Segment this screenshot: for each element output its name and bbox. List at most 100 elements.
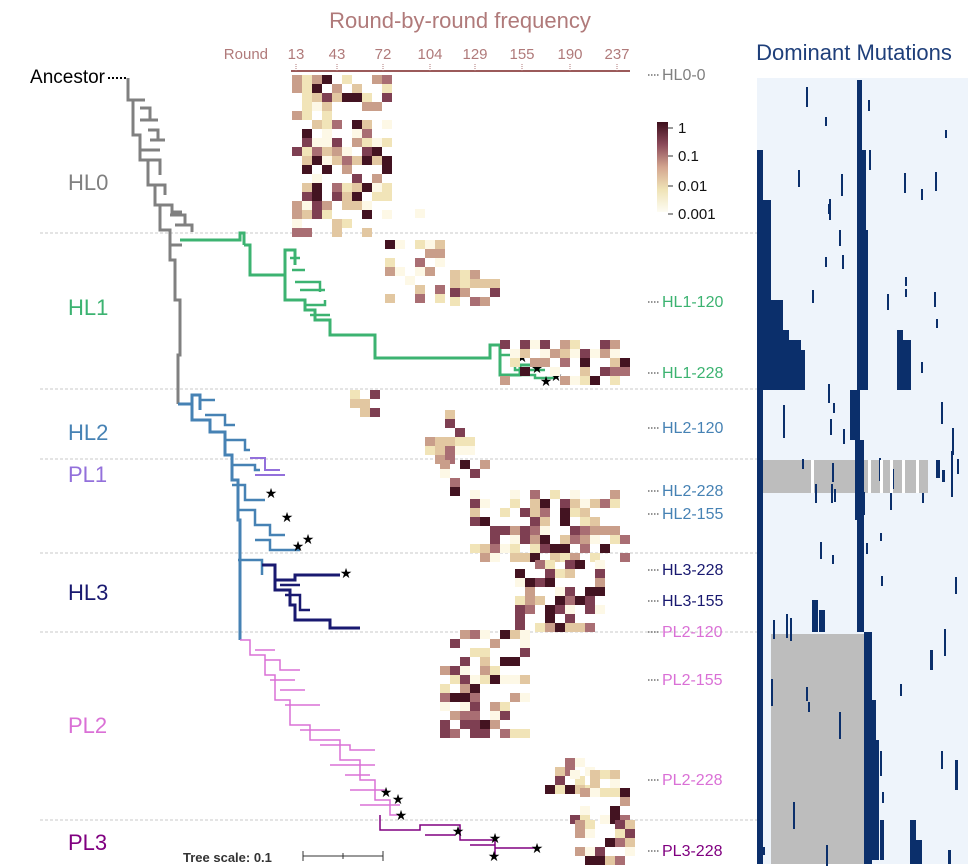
heatmap-cell xyxy=(450,297,460,306)
heatmap-cell xyxy=(575,623,585,632)
heatmap-cell xyxy=(312,93,322,102)
heatmap-cell xyxy=(520,535,530,544)
tree-branch xyxy=(250,457,285,476)
heatmap-cell xyxy=(312,138,322,147)
heatmap-cell xyxy=(385,258,395,267)
heatmap-cell xyxy=(530,490,540,499)
heatmap-cell xyxy=(580,376,590,385)
heatmap-cell xyxy=(322,210,332,219)
heatmap-cell xyxy=(620,358,630,367)
heatmap-cell xyxy=(555,623,565,632)
frequency-heatmap xyxy=(292,75,635,865)
mutation-bar xyxy=(948,850,951,864)
heatmap-cell xyxy=(292,219,302,228)
mutation-tick xyxy=(773,620,775,639)
heatmap-cell xyxy=(535,578,545,587)
heatmap-cell xyxy=(590,788,600,797)
star-marker: ★ xyxy=(292,538,305,554)
mutation-gray-block xyxy=(771,634,864,864)
heatmap-cell xyxy=(600,499,610,508)
heatmap-cell xyxy=(610,349,620,358)
mutation-gap xyxy=(811,460,814,493)
heatmap-cell xyxy=(515,578,525,587)
mutation-tick xyxy=(786,371,788,384)
heatmap-cell xyxy=(610,490,620,499)
heatmap-cell xyxy=(500,729,510,738)
heatmap-cell xyxy=(372,75,382,84)
heatmap-cell xyxy=(510,349,520,358)
heatmap-cell xyxy=(540,526,550,535)
heatmap-cell xyxy=(510,553,520,562)
mutation-bar xyxy=(819,610,825,632)
sample-label: HL1-120 xyxy=(662,294,723,311)
heatmap-cell xyxy=(302,228,312,237)
heatmap-cell xyxy=(570,340,580,349)
heatmap-cell xyxy=(525,587,535,596)
mutation-gap xyxy=(868,460,871,493)
heatmap-cell xyxy=(425,240,435,249)
mutation-tick xyxy=(904,173,906,193)
heatmap-cell xyxy=(352,129,362,138)
heatmap-cell xyxy=(362,129,372,138)
sample-label: HL2-228 xyxy=(662,483,723,500)
heatmap-cell xyxy=(570,508,580,517)
mutation-tick xyxy=(905,289,907,297)
mutation-tick xyxy=(865,707,867,716)
heatmap-cell xyxy=(610,806,620,815)
heatmap-cell xyxy=(615,838,625,847)
tree-branch xyxy=(280,583,310,612)
heatmap-cell xyxy=(575,776,585,785)
heatmap-cell xyxy=(595,856,605,865)
star-marker: ★ xyxy=(452,823,465,839)
heatmap-cell xyxy=(435,437,445,446)
heatmap-cell xyxy=(440,729,450,738)
round-tick-label: 190 xyxy=(557,46,582,63)
heatmap-cell xyxy=(540,544,550,553)
heatmap-cell xyxy=(520,340,530,349)
mutation-tick xyxy=(869,150,871,170)
heatmap-cell xyxy=(610,499,620,508)
heatmap-cell xyxy=(480,630,490,639)
heatmap-cell xyxy=(470,684,480,693)
heatmap-cell xyxy=(575,596,585,605)
heatmap-cell xyxy=(585,829,595,838)
heatmap-cell xyxy=(332,120,342,129)
mutation-tick xyxy=(783,420,785,438)
heatmap-cell xyxy=(555,785,565,794)
heatmap-cell xyxy=(565,605,575,614)
mutation-tick xyxy=(941,751,943,769)
heatmap-cell xyxy=(292,111,302,120)
heatmap-cell xyxy=(450,270,460,279)
heatmap-cell xyxy=(500,657,510,666)
heatmap-cell xyxy=(460,711,470,720)
heatmap-cell xyxy=(332,138,342,147)
round-tick-label: 129 xyxy=(462,46,487,63)
heatmap-cell xyxy=(415,267,425,276)
heatmap-cell xyxy=(312,84,322,93)
heatmap-cell xyxy=(525,605,535,614)
heatmap-cell xyxy=(555,767,565,776)
heatmap-cell xyxy=(625,838,635,847)
heatmap-cell xyxy=(570,349,580,358)
heatmap-cell xyxy=(520,675,530,684)
colorbar-gradient xyxy=(657,122,668,212)
heatmap-cell xyxy=(382,183,392,192)
heatmap-cell xyxy=(370,390,380,399)
heatmap-cell xyxy=(470,508,480,517)
heatmap-cell xyxy=(615,829,625,838)
heatmap-cell xyxy=(342,219,352,228)
heatmap-cell xyxy=(620,367,630,376)
heatmap-cell xyxy=(575,820,585,829)
tree-branch xyxy=(178,393,242,640)
heatmap-cell xyxy=(415,285,425,294)
heatmap-cell xyxy=(515,623,525,632)
heatmap-cell xyxy=(470,729,480,738)
heatmap-cell xyxy=(460,460,470,469)
heatmap-cell xyxy=(550,349,560,358)
heatmap-cell xyxy=(450,666,460,675)
heatmap-cell xyxy=(590,526,600,535)
mutation-bar xyxy=(872,700,876,860)
heatmap-cell xyxy=(460,702,470,711)
heatmap-cell xyxy=(352,93,362,102)
heatmap-cell xyxy=(292,75,302,84)
